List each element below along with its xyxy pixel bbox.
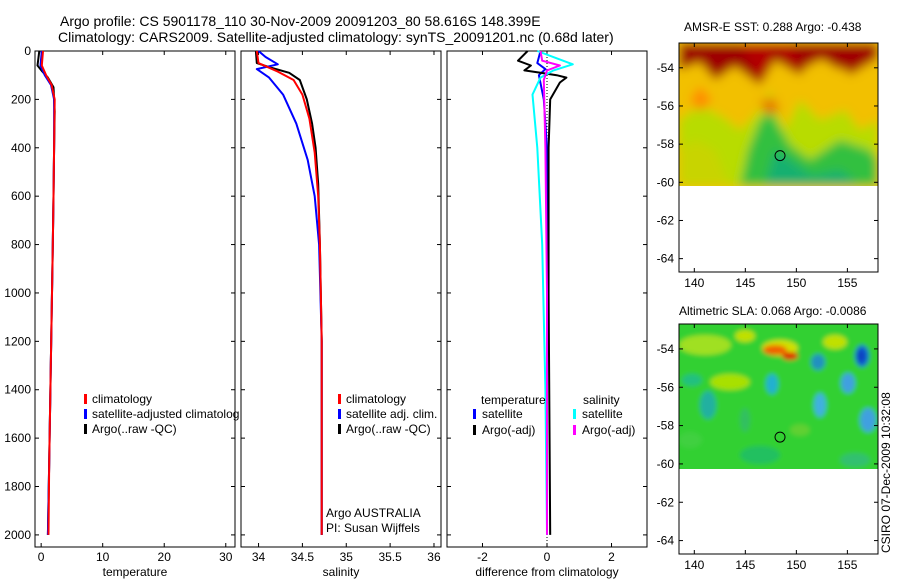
sla-map-panel: Altimetric SLA: 0.068 Argo: -0.0086 — [657, 304, 879, 572]
sst-map-ytick-label: -58 — [657, 137, 675, 151]
difference-series-temperature-argo-adj- — [517, 50, 568, 535]
salinity-series-argo — [254, 50, 323, 535]
temperature-xtick-label: 10 — [96, 550, 110, 564]
sla-map-ytick-label: -64 — [657, 534, 675, 548]
temperature-panel: 0 10 20 30 0 200 400 600 800 1000 1200 1400 1600 1800… — [4, 44, 239, 579]
annotation-text: PI: Susan Wijffels — [326, 521, 420, 535]
temperature-ytick-label: 1200 — [4, 334, 31, 348]
sst-map-ytick-label: -60 — [657, 175, 675, 189]
difference-xtick-label: 0 — [544, 550, 551, 564]
difference-xtick-label: 2 — [608, 550, 615, 564]
timestamp-watermark: CSIRO 07-Dec-2009 10:32:08 — [879, 392, 893, 553]
figure-title-line1: Argo profile: CS 5901178_110 30-Nov-2009… — [60, 13, 541, 29]
salinity-xlabel: salinity — [323, 565, 360, 579]
legend-label: Argo(..raw -QC) — [346, 422, 431, 436]
sst-map-xtick-label: 140 — [684, 276, 704, 290]
temperature-series-climatology — [40, 50, 56, 535]
sla-map-frame — [678, 323, 879, 555]
difference-xtick-label: -2 — [477, 550, 488, 564]
sla-map-ytick-label: -58 — [657, 419, 675, 433]
temperature-ytick-label: 0 — [24, 44, 31, 58]
sla-map-xtick-label: 150 — [786, 558, 806, 572]
legend-group-title: salinity — [583, 393, 620, 407]
temperature-ytick-label: 1600 — [4, 431, 31, 445]
legend-swatch — [573, 409, 576, 419]
legend-swatch — [338, 394, 341, 404]
legend-swatch — [338, 424, 341, 434]
sla-map-ytick-label: -54 — [657, 342, 675, 356]
legend-label: Argo(-adj) — [582, 423, 635, 437]
sst-map-xtick-label: 155 — [837, 276, 857, 290]
legend-swatch — [84, 409, 87, 419]
sla-heatmap — [679, 324, 878, 469]
difference-xlabel: difference from climatology — [475, 565, 618, 579]
sst-map-xtick-label: 145 — [735, 276, 755, 290]
sst-map-title: AMSR-E SST: 0.288 Argo: -0.438 — [684, 20, 862, 34]
legend-group-title: temperature — [481, 393, 546, 407]
legend-label: climatology — [346, 392, 406, 406]
legend-swatch — [84, 424, 87, 434]
temperature-xtick-label: 0 — [38, 550, 45, 564]
annotation-text: Argo AUSTRALIA — [326, 506, 421, 520]
sla-map-ytick-label: -60 — [657, 457, 675, 471]
difference-series-salinity-satellite — [531, 50, 574, 535]
sst-heatmap — [679, 43, 878, 186]
temperature-ytick-label: 200 — [11, 92, 31, 106]
temperature-xlabel: temperature — [103, 565, 168, 579]
temperature-ytick-label: 400 — [11, 141, 31, 155]
sst-map-xtick-label: 150 — [786, 276, 806, 290]
legend-swatch — [84, 394, 87, 404]
temperature-plot-frame — [34, 50, 236, 548]
salinity-xtick-label: 36 — [427, 550, 441, 564]
temperature-ytick-label: 1400 — [4, 383, 31, 397]
difference-series-salinity-argo-adj- — [539, 50, 561, 535]
sla-map-float-location-marker — [774, 431, 786, 443]
sla-map-xtick-label: 155 — [837, 558, 857, 572]
sst-map-float-location-marker — [774, 150, 786, 162]
legend-label: satellite adj. clim. — [346, 407, 437, 421]
sst-map-ytick-label: -64 — [657, 252, 675, 266]
temperature-ytick-label: 2000 — [4, 528, 31, 542]
figure-title-line2: Climatology: CARS2009. Satellite-adjuste… — [58, 29, 614, 45]
legend-swatch — [473, 409, 476, 419]
temperature-ytick-label: 1800 — [4, 480, 31, 494]
salinity-panel: 34 34.5 35 35.5 36 salinity climatologysatelli… — [240, 50, 442, 579]
temperature-ytick-label: 1000 — [4, 286, 31, 300]
sla-map-xtick-label: 145 — [735, 558, 755, 572]
legend-label: satellite-adjusted climatolog — [92, 407, 239, 421]
salinity-xtick-label: 34.5 — [291, 550, 315, 564]
legend-swatch — [473, 425, 476, 435]
sla-map-xtick-label: 140 — [684, 558, 704, 572]
sst-map-panel: AMSR-E SST: 0.288 Argo: -0.438 140 145 150… — [657, 20, 879, 290]
temperature-ytick-label: 800 — [11, 238, 31, 252]
legend-label: Argo(-adj) — [482, 423, 535, 437]
salinity-xtick-label: 34 — [252, 550, 266, 564]
legend-swatch — [338, 409, 341, 419]
temperature-ytick-label: 600 — [11, 189, 31, 203]
sla-map-ytick-label: -62 — [657, 495, 675, 509]
sst-map-ytick-label: -56 — [657, 99, 675, 113]
salinity-xtick-label: 35 — [340, 550, 354, 564]
legend-label: satellite — [582, 407, 623, 421]
salinity-plot-frame — [240, 50, 442, 548]
sst-map-ytick-label: -62 — [657, 213, 675, 227]
sst-map-frame — [678, 42, 879, 273]
sla-map-ytick-label: -56 — [657, 380, 675, 394]
salinity-series-climatology — [255, 50, 323, 535]
legend-label: satellite — [482, 407, 523, 421]
legend-swatch — [573, 425, 576, 435]
sst-map-ytick-label: -54 — [657, 61, 675, 75]
legend-label: climatology — [92, 392, 152, 406]
temperature-xtick-label: 20 — [158, 550, 172, 564]
temperature-xtick-label: 30 — [219, 550, 233, 564]
legend-label: Argo(..raw -QC) — [92, 422, 177, 436]
salinity-xtick-label: 35.5 — [378, 550, 402, 564]
sla-map-title: Altimetric SLA: 0.068 Argo: -0.0086 — [679, 304, 867, 318]
